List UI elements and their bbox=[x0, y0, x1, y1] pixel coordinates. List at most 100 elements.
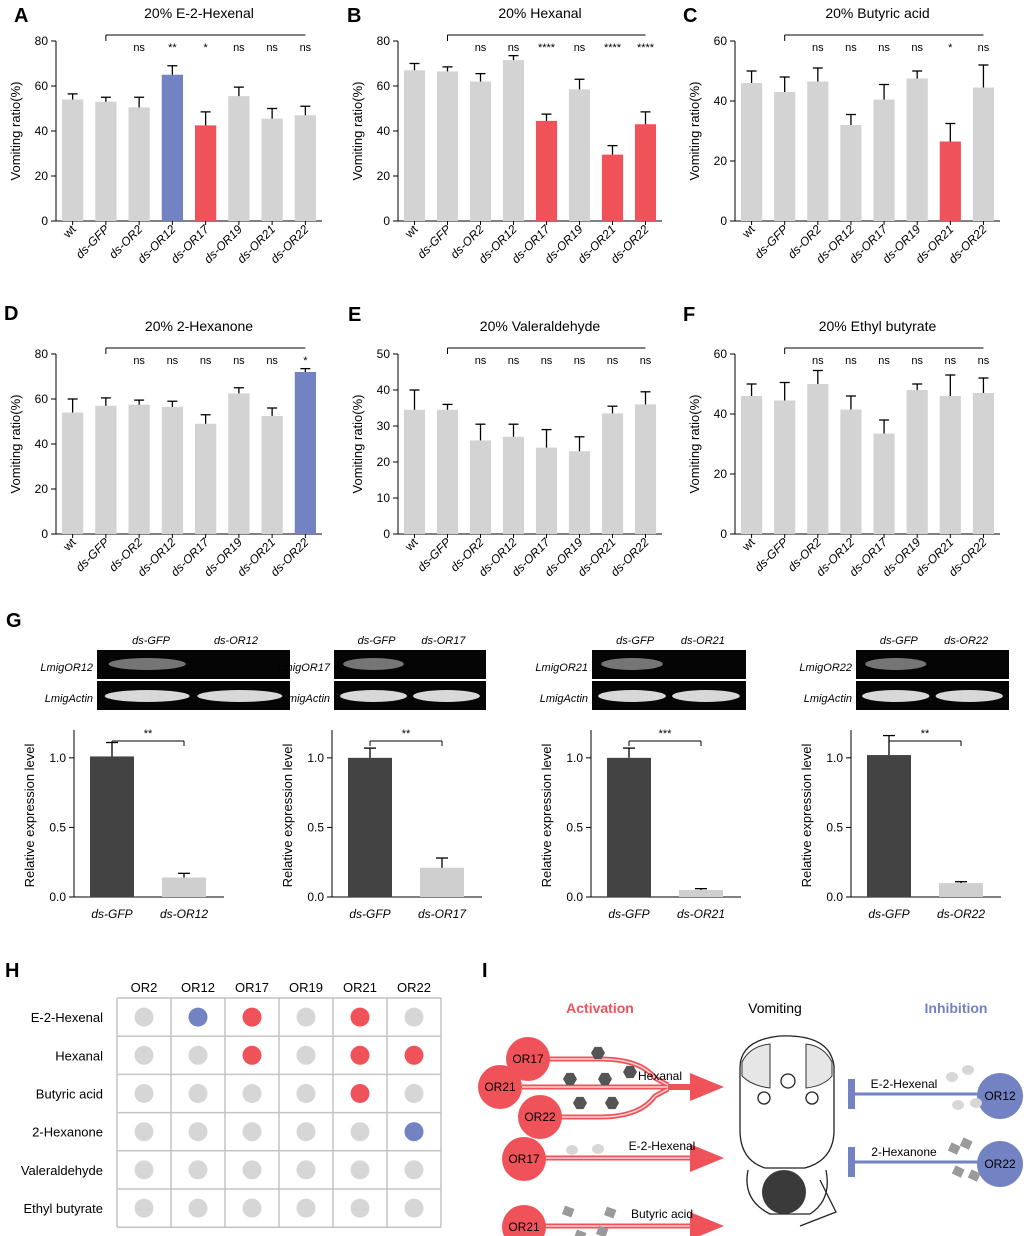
odor-molecule bbox=[561, 1205, 575, 1218]
odor-molecule bbox=[946, 1072, 958, 1082]
row-label: E-2-Hexenal bbox=[31, 1010, 103, 1025]
bar bbox=[601, 413, 624, 534]
odor-molecule bbox=[623, 1065, 637, 1079]
y-tick-label: 0 bbox=[383, 214, 390, 228]
row-label: Valeraldehyde bbox=[21, 1163, 103, 1178]
receptor-circle bbox=[478, 1065, 522, 1109]
bar bbox=[774, 92, 796, 221]
gel-band bbox=[413, 690, 480, 702]
y-axis-label: Vomiting ratio(%) bbox=[8, 395, 23, 494]
y-axis-label: Vomiting ratio(%) bbox=[687, 82, 702, 181]
y-tick-label: 0.5 bbox=[307, 820, 324, 834]
y-axis-label: Relative expression level bbox=[280, 743, 295, 887]
bar bbox=[228, 393, 250, 534]
column-header: OR2 bbox=[131, 980, 158, 995]
row-label: Hexanal bbox=[55, 1048, 103, 1063]
bar bbox=[840, 409, 862, 534]
bar bbox=[568, 89, 591, 221]
cell-dot bbox=[404, 1045, 424, 1065]
gel-lane-label: ds-OR17 bbox=[421, 635, 466, 647]
panel-letter: D bbox=[4, 303, 18, 325]
cell-dot bbox=[134, 1198, 154, 1218]
bar bbox=[939, 883, 983, 897]
significance-label: ns bbox=[911, 42, 923, 54]
significance-label: ns bbox=[878, 42, 890, 54]
significance-label: ns bbox=[475, 42, 487, 54]
odor-molecule bbox=[959, 1137, 973, 1150]
bar bbox=[939, 396, 961, 534]
bar bbox=[906, 78, 928, 221]
gel-row-label: LmigActin bbox=[45, 693, 93, 705]
receptor-label: OR17 bbox=[508, 1152, 540, 1166]
gel-row-label: LmigOR21 bbox=[535, 662, 588, 674]
bar bbox=[194, 125, 217, 221]
cell-dot bbox=[188, 1084, 208, 1103]
gel-lane-label: ds-GFP bbox=[132, 635, 171, 647]
panel-C: C 20% Butyric acid 0 20 40 60 Vomiting ratio(%… bbox=[683, 5, 1000, 266]
gel-lane-label: ds-OR22 bbox=[944, 635, 988, 647]
panel-letter: A bbox=[14, 5, 28, 27]
chart-title: 20% Ethyl butyrate bbox=[819, 318, 937, 334]
x-tick-label: ds-GFP bbox=[349, 907, 390, 921]
y-tick-label: 60 bbox=[714, 347, 728, 361]
ocellus bbox=[780, 1073, 796, 1089]
compound-eye bbox=[805, 1043, 833, 1089]
activation-label: Activation bbox=[566, 1000, 634, 1016]
y-tick-label: 50 bbox=[377, 347, 391, 361]
y-tick-label: 0 bbox=[41, 527, 48, 541]
row-label: 2-Hexanone bbox=[32, 1125, 103, 1140]
significance-label: **** bbox=[604, 42, 622, 54]
bar bbox=[601, 154, 624, 221]
panel-letter: C bbox=[683, 5, 697, 27]
cell-dot bbox=[296, 1084, 316, 1103]
odor-molecule bbox=[573, 1096, 587, 1110]
y-axis-label: Vomiting ratio(%) bbox=[8, 82, 23, 181]
activation-arrowhead bbox=[690, 1073, 724, 1101]
significance-label: ns bbox=[845, 42, 857, 54]
odor-molecule bbox=[967, 1169, 981, 1182]
bar bbox=[906, 390, 928, 534]
panel-E: E 20% Valeraldehyde 0 10 20 30 40 50 Vomiting ra… bbox=[348, 304, 662, 579]
y-tick-label: 20 bbox=[714, 154, 728, 168]
odor-molecule bbox=[962, 1065, 974, 1075]
gel-band bbox=[108, 658, 186, 670]
gel-lane-label: ds-GFP bbox=[616, 635, 655, 647]
y-tick-label: 40 bbox=[714, 94, 728, 108]
y-tick-label: 30 bbox=[377, 419, 391, 433]
receptor-label: OR21 bbox=[484, 1080, 516, 1094]
x-tick-label: ds-OR21 bbox=[677, 907, 725, 921]
bar bbox=[469, 81, 492, 221]
panel-letter-G: G bbox=[6, 610, 22, 632]
antenna-base bbox=[805, 1091, 819, 1105]
cell-dot bbox=[242, 1160, 262, 1180]
y-tick-label: 80 bbox=[377, 34, 391, 48]
panel-letter: H bbox=[5, 960, 19, 982]
significance-label: ns bbox=[845, 355, 857, 367]
cell-dot bbox=[350, 1160, 370, 1180]
panel-letter: B bbox=[347, 5, 361, 27]
chart-title: 20% Valeraldehyde bbox=[480, 318, 601, 334]
receptor-label: OR21 bbox=[508, 1220, 540, 1234]
receptor-label: OR22 bbox=[984, 1157, 1016, 1171]
significance-label: ns bbox=[812, 42, 824, 54]
panel-H: H OR2 OR12 OR17 OR19 OR21 OR22 E-2-Hexenal Hexan… bbox=[5, 960, 442, 1228]
activation-path-highlight bbox=[549, 1088, 669, 1118]
vomiting-label: Vomiting bbox=[748, 1000, 802, 1016]
y-axis-label: Vomiting ratio(%) bbox=[350, 395, 365, 494]
x-tick-label: ds-GFP bbox=[752, 222, 791, 261]
x-tick-label: ds-GFP bbox=[868, 907, 909, 921]
significance-label: ns bbox=[541, 355, 553, 367]
chart-title: 20% 2-Hexanone bbox=[145, 318, 253, 334]
bar bbox=[774, 400, 796, 534]
receptor-label: OR12 bbox=[984, 1089, 1016, 1103]
bar bbox=[128, 107, 150, 221]
cell-dot bbox=[134, 1122, 154, 1142]
y-tick-label: 10 bbox=[377, 491, 391, 505]
significance-label: ns bbox=[574, 42, 586, 54]
significance-label: ns bbox=[812, 355, 824, 367]
receptor-label: OR22 bbox=[524, 1110, 556, 1124]
panel-G2: ds-GFP ds-OR17 LmigOR17 LmigActin 0.0 0.5 1.0 R… bbox=[277, 635, 486, 921]
odor-molecule bbox=[595, 1225, 609, 1236]
panel-letter: E bbox=[348, 304, 361, 326]
gel-row-label: LmigActin bbox=[804, 693, 852, 705]
